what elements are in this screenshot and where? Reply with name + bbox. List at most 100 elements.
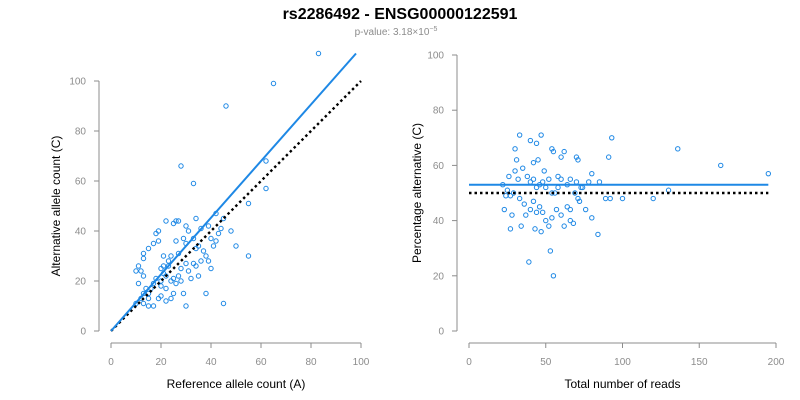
data-point: [561, 223, 567, 229]
data-point: [513, 157, 520, 163]
data-point: [596, 179, 603, 185]
data-point: [183, 260, 189, 267]
data-point: [561, 148, 567, 155]
data-point: [183, 303, 189, 309]
data-point: [203, 290, 209, 297]
data-point: [270, 80, 277, 87]
data-point: [595, 231, 601, 238]
y-tick-label: 100: [69, 77, 86, 88]
x-tick-label: 20: [155, 357, 167, 368]
data-point: [582, 206, 589, 213]
data-point: [133, 268, 139, 274]
data-point: [512, 168, 518, 174]
data-point: [550, 148, 557, 155]
y-tick-label: 60: [75, 177, 87, 188]
fit-line: [110, 52, 357, 332]
x-tick-label: 50: [540, 357, 552, 368]
data-point: [165, 258, 172, 264]
data-point: [550, 273, 557, 279]
y-tick-label: 20: [433, 271, 445, 282]
data-point: [135, 280, 142, 287]
data-point: [765, 170, 772, 177]
data-point: [575, 157, 581, 163]
data-point: [198, 225, 204, 232]
data-point: [512, 146, 518, 152]
data-point: [140, 273, 147, 279]
x-tick-label: 100: [614, 357, 631, 368]
data-point: [538, 132, 544, 138]
data-point: [175, 273, 182, 279]
data-point: [547, 248, 554, 254]
data-point: [140, 255, 147, 262]
y-tick-label: 60: [433, 161, 445, 172]
data-point: [527, 206, 534, 213]
y-axis-title: Percentage alternative (C): [410, 123, 424, 263]
data-point: [170, 290, 177, 297]
data-point: [543, 184, 549, 191]
data-point: [558, 176, 564, 182]
data-point: [549, 146, 555, 152]
x-tick-label: 0: [108, 357, 114, 368]
data-point: [573, 179, 580, 185]
data-point: [178, 163, 184, 169]
data-point: [168, 295, 174, 302]
reference-line: [110, 80, 362, 332]
data-point: [245, 200, 252, 207]
data-point: [535, 157, 541, 163]
data-point: [515, 176, 521, 182]
data-point: [605, 154, 612, 160]
data-point: [516, 132, 523, 138]
data-point: [567, 206, 574, 213]
data-point: [193, 263, 199, 269]
data-point: [150, 303, 157, 309]
data-point: [586, 179, 592, 185]
data-point: [173, 238, 179, 244]
data-point: [180, 290, 187, 297]
data-point: [185, 228, 192, 234]
data-point: [228, 228, 234, 234]
data-point: [530, 159, 537, 166]
data-point: [665, 187, 672, 193]
data-point: [539, 209, 546, 216]
x-tick-label: 60: [255, 357, 267, 368]
data-point: [163, 298, 169, 304]
y-tick-label: 0: [438, 327, 444, 338]
pvalue-label: p-value: 3.18×10−5: [355, 26, 438, 38]
data-point: [155, 238, 162, 244]
x-tick-label: 100: [353, 357, 370, 368]
data-point: [138, 268, 144, 274]
data-point: [675, 146, 681, 152]
data-point: [135, 263, 142, 269]
data-point: [607, 195, 613, 202]
data-point: [145, 245, 152, 252]
data-point: [589, 170, 595, 177]
data-point: [140, 250, 147, 257]
data-point: [521, 201, 527, 207]
data-point: [193, 215, 199, 222]
data-point: [619, 195, 626, 202]
data-point: [532, 226, 538, 232]
data-point: [549, 190, 555, 196]
data-point: [160, 253, 167, 259]
data-point: [165, 263, 172, 269]
data-point: [163, 285, 169, 292]
data-point: [609, 135, 615, 141]
data-point: [503, 193, 509, 199]
data-point: [533, 140, 540, 147]
data-point: [575, 195, 581, 202]
data-point: [543, 217, 549, 224]
data-point: [567, 217, 574, 224]
data-point: [205, 258, 212, 264]
data-point: [553, 206, 560, 213]
data-point: [524, 173, 531, 180]
y-tick-label: 80: [433, 106, 445, 117]
data-point: [163, 218, 169, 224]
data-point: [178, 278, 184, 284]
data-point: [572, 190, 578, 196]
data-point: [546, 223, 552, 229]
data-point: [208, 235, 214, 242]
data-point: [168, 253, 174, 259]
y-tick-label: 0: [80, 327, 86, 338]
